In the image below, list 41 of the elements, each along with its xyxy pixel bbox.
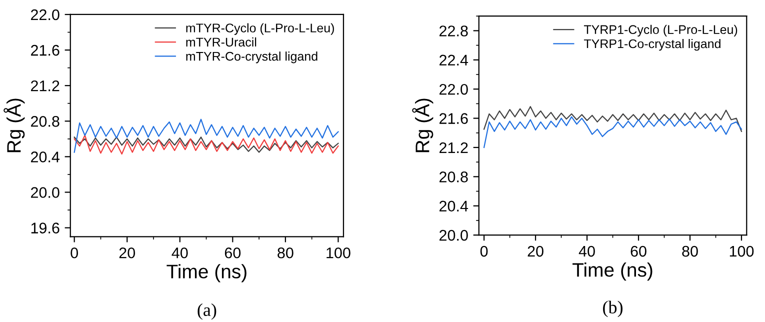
y-tick-label: 20.8 <box>440 172 468 182</box>
y-tick-label: 19.6 <box>31 222 60 234</box>
y-tick-label: 21.6 <box>31 44 60 56</box>
y-tick-label: 20.0 <box>31 187 60 198</box>
y-axis-title: Rg (Å) <box>4 98 25 152</box>
x-axis-title: Time (ns) <box>166 264 246 282</box>
x-tick-label: 20 <box>528 246 544 257</box>
legend-label: TYRP1-Cyclo (L-Pro-L-Leu) <box>584 24 738 36</box>
x-tick-label: 0 <box>70 247 78 258</box>
text: (b) <box>603 300 622 318</box>
legend-label: mTYR-Co-crystal ligand <box>186 52 318 64</box>
y-tick-label: 20.4 <box>440 200 468 212</box>
x-tick-label: 40 <box>172 247 188 258</box>
x-axis-title: Time (ns) <box>572 262 652 281</box>
y-tick-label: 20.0 <box>440 230 468 241</box>
y-tick-label: 22.0 <box>31 9 60 20</box>
line-series <box>74 118 339 153</box>
y-tick-label: 21.2 <box>31 80 60 92</box>
x-tick-label: 60 <box>224 247 241 258</box>
y-tick-label: 22.4 <box>440 54 468 66</box>
x-tick-label: 80 <box>278 247 294 258</box>
legend-label: TYRP1-Co-crystal ligand <box>584 39 720 51</box>
y-axis-title: Rg (Å) <box>412 98 434 152</box>
legend-label: mTYR-Uracil <box>186 37 256 47</box>
y-tick-label: 21.2 <box>440 142 468 154</box>
y-tick-label: 20.8 <box>31 116 60 127</box>
x-tick-label: 0 <box>480 246 488 257</box>
y-tick-label: 22.0 <box>440 84 468 95</box>
legend-label: mTYR-Cyclo (L-Pro-L-Leu) <box>186 23 334 35</box>
x-tick-label: 100 <box>730 246 754 257</box>
y-tick-label: 22.8 <box>440 26 468 36</box>
y-tick-label: 20.4 <box>31 152 60 162</box>
line-series <box>483 116 742 148</box>
y-tick-label: 21.6 <box>440 113 468 124</box>
x-tick-label: 40 <box>578 246 595 257</box>
text: (a) <box>198 303 216 320</box>
x-tick-label: 60 <box>630 246 646 257</box>
x-tick-label: 80 <box>682 246 698 257</box>
x-tick-label: 100 <box>326 247 350 258</box>
line-series <box>483 106 742 132</box>
x-tick-label: 20 <box>119 247 136 258</box>
